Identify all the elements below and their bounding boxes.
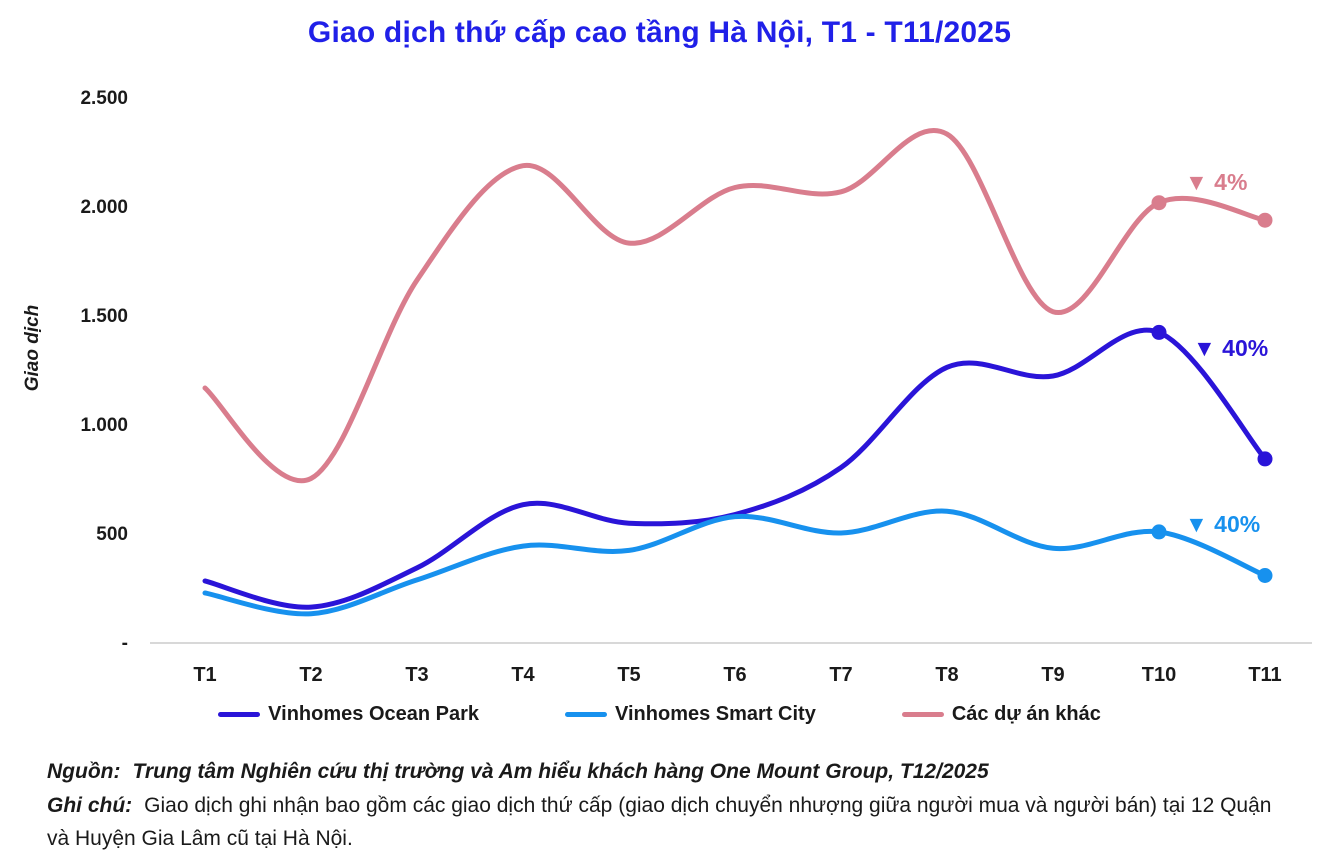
y-tick-label-1500: 1.500 bbox=[80, 306, 128, 327]
legend-swatch-c-c-d-n-kh-c bbox=[901, 712, 944, 717]
legend-label-vinhomes-smart-city: Vinhomes Smart City bbox=[615, 703, 816, 725]
series-line-vinhomes-smart-city bbox=[202, 508, 1268, 617]
source-label: Nguồn: bbox=[47, 760, 121, 783]
y-tick-label-2000: 2.000 bbox=[80, 197, 128, 218]
series-line-c-c-d-n-kh-c bbox=[202, 128, 1268, 484]
y-tick-label-1000: 1.000 bbox=[80, 415, 128, 436]
chart-title: Giao dịch thứ cấp cao tầng Hà Nội, T1 - … bbox=[307, 16, 1012, 49]
series-line-vinhomes-ocean-park bbox=[202, 327, 1268, 610]
series-marker-vinhomes-smart-city-t10 bbox=[1151, 524, 1167, 540]
y-tick-label-500: 500 bbox=[96, 524, 128, 545]
legend-label-vinhomes-ocean-park: Vinhomes Ocean Park bbox=[268, 703, 480, 725]
x-tick-label-t4: T4 bbox=[511, 664, 535, 686]
note-line: Ghi chú: Giao dịch ghi nhận bao gồm các g… bbox=[47, 789, 1297, 856]
x-tick-label-t2: T2 bbox=[299, 664, 322, 686]
y-tick-label-0: - bbox=[122, 633, 128, 654]
series-marker-c-c-d-n-kh-c-t10 bbox=[1151, 195, 1167, 211]
x-tick-label-t5: T5 bbox=[617, 664, 640, 686]
line-chart-svg: - 500 1.000 1.500 2.000 2.500 Giao dịch T1 T2 T3 T… bbox=[22, 88, 1312, 686]
legend-item-c-c-d-n-kh-c: Các dự án khác bbox=[901, 703, 1101, 726]
x-tick-label-t6: T6 bbox=[723, 664, 746, 686]
x-tick-label-t9: T9 bbox=[1041, 664, 1064, 686]
legend-item-vinhomes-ocean-park: Vinhomes Ocean Park bbox=[218, 703, 479, 726]
series-marker-vinhomes-ocean-park-t10 bbox=[1151, 324, 1167, 340]
note-label: Ghi chú: bbox=[47, 793, 133, 817]
y-tick-label-2500: 2.500 bbox=[80, 88, 128, 109]
chart-footer: Nguồn: Trung tâm Nghiên cứu thị trường và… bbox=[47, 755, 1297, 856]
chart-legend: Vinhomes Ocean Park Vinhomes Smart City Cá… bbox=[0, 703, 1319, 726]
annotation-vinhomes-smart-city: ▼ 40% bbox=[1185, 511, 1260, 537]
series-marker-vinhomes-smart-city-t11 bbox=[1257, 568, 1273, 583]
x-tick-label-t8: T8 bbox=[935, 664, 958, 686]
legend-swatch-vinhomes-ocean-park bbox=[218, 712, 261, 717]
x-tick-label-t7: T7 bbox=[829, 664, 852, 686]
annotation-c-c-d-n-kh-c: ▼ 4% bbox=[1185, 169, 1247, 195]
legend-swatch-vinhomes-smart-city bbox=[565, 712, 608, 717]
x-tick-label-t10: T10 bbox=[1142, 664, 1176, 686]
x-tick-label-t1: T1 bbox=[193, 664, 216, 686]
series-marker-c-c-d-n-kh-c-t11 bbox=[1257, 212, 1273, 228]
source-line: Nguồn: Trung tâm Nghiên cứu thị trường và… bbox=[47, 755, 1297, 789]
source-text: Trung tâm Nghiên cứu thị trường và Am hi… bbox=[132, 760, 989, 783]
legend-item-vinhomes-smart-city: Vinhomes Smart City bbox=[565, 703, 816, 726]
x-tick-label-t3: T3 bbox=[405, 664, 428, 686]
note-text: Giao dịch ghi nhận bao gồm các giao dịch… bbox=[47, 793, 1272, 851]
annotation-vinhomes-ocean-park: ▼ 40% bbox=[1193, 335, 1268, 361]
legend-label-c-c-d-n-kh-c: Các dự án khác bbox=[951, 703, 1101, 725]
y-axis-title: Giao dịch bbox=[22, 305, 43, 392]
series-marker-vinhomes-ocean-park-t11 bbox=[1257, 451, 1273, 467]
x-tick-label-t11: T11 bbox=[1248, 664, 1281, 686]
